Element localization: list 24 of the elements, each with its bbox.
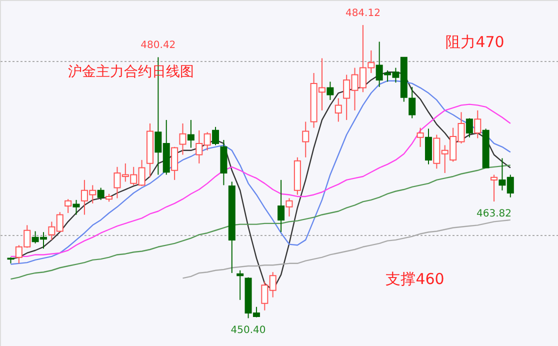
candlestick xyxy=(171,146,178,180)
annotation: 支撑460 xyxy=(386,270,444,288)
candlestick xyxy=(334,98,342,122)
candlestick xyxy=(187,119,194,148)
candlestick xyxy=(474,110,482,139)
candlestick xyxy=(179,122,186,156)
candlestick xyxy=(490,174,498,202)
candlestick xyxy=(286,198,293,217)
annotation: 463.82 xyxy=(476,208,512,220)
candlestick xyxy=(97,187,104,200)
annotation: 484.12 xyxy=(345,8,380,20)
candlestick xyxy=(212,126,220,146)
candlestick xyxy=(424,128,432,165)
annotation: 阻力470 xyxy=(446,33,504,51)
candlestick xyxy=(466,118,473,138)
candlestick xyxy=(278,179,285,233)
annotation: 480.42 xyxy=(140,40,176,52)
candlestick xyxy=(64,198,72,214)
candlestick xyxy=(72,199,80,216)
annotation: 450.40 xyxy=(230,325,266,336)
candlestick xyxy=(416,127,424,148)
candlestick xyxy=(326,81,334,100)
candlestick xyxy=(236,270,244,300)
candlestick xyxy=(302,121,310,158)
